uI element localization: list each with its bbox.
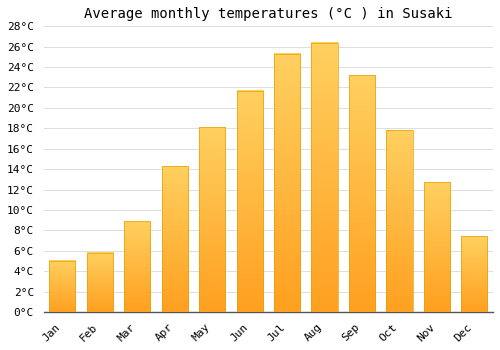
Bar	[312, 43, 338, 312]
Bar	[236, 91, 262, 312]
Bar	[86, 253, 113, 312]
Bar	[424, 182, 450, 312]
Bar	[124, 221, 150, 312]
Bar	[461, 237, 487, 312]
Bar	[199, 127, 226, 312]
Bar	[162, 166, 188, 312]
Bar	[50, 261, 76, 312]
Bar	[386, 130, 412, 312]
Title: Average monthly temperatures (°C ) in Susaki: Average monthly temperatures (°C ) in Su…	[84, 7, 452, 21]
Bar	[349, 75, 375, 312]
Bar	[274, 54, 300, 312]
